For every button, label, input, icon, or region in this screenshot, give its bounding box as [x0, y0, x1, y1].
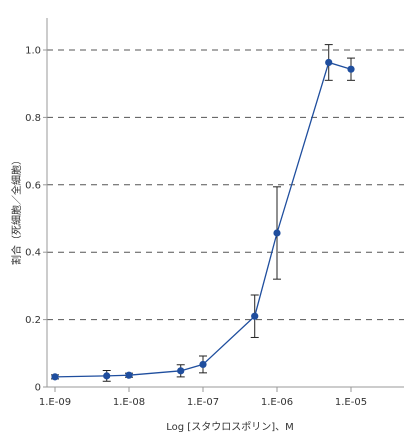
- x-tick-label: 1.E-08: [113, 397, 145, 408]
- y-tick-label: 0.8: [25, 113, 41, 124]
- y-axis-title: 割合（死細胞／全細胞）: [10, 155, 23, 265]
- x-axis-ticks: 1.E-09 1.E-08 1.E-07 1.E-06 1.E-05: [39, 387, 367, 408]
- y-tick-label: 0.6: [25, 180, 41, 191]
- data-point: [199, 360, 207, 369]
- y-tick-label: 0.2: [25, 315, 41, 326]
- data-point: [103, 372, 111, 380]
- y-tick-label: 0.4: [25, 248, 41, 259]
- y-axis-ticks: 0 0.2 0.4 0.6 0.8 1.0: [25, 46, 47, 394]
- data-point: [273, 229, 281, 237]
- data-point: [325, 58, 333, 67]
- data-point: [251, 312, 259, 320]
- x-tick-label: 1.E-07: [187, 397, 219, 408]
- grid-lines: [47, 49, 404, 321]
- data-point: [51, 373, 59, 381]
- x-axis-title: Log [スタウロスポリン]、M: [166, 421, 293, 433]
- data-series: [51, 44, 355, 382]
- y-tick-label: 1.0: [25, 46, 41, 57]
- x-tick-label: 1.E-06: [261, 397, 293, 408]
- x-tick-label: 1.E-05: [335, 397, 367, 408]
- data-point: [177, 367, 185, 375]
- data-point: [347, 65, 355, 73]
- y-tick-label: 0: [35, 383, 41, 394]
- series-line: [54, 61, 352, 378]
- x-tick-label: 1.E-09: [39, 397, 71, 408]
- data-point: [125, 371, 133, 379]
